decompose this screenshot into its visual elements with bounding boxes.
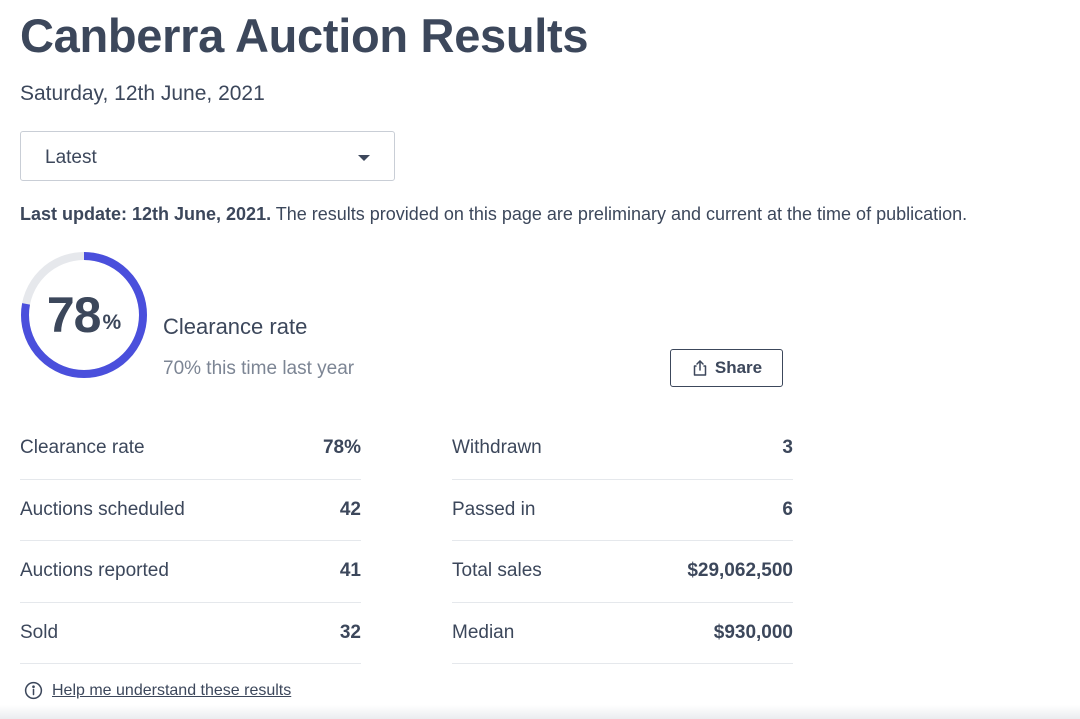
stat-label: Total sales	[452, 560, 542, 582]
stat-value: 32	[339, 621, 361, 643]
last-update-label: Last update: 12th June, 2021.	[20, 204, 272, 224]
clearance-last-year: 70% this time last year	[163, 358, 355, 379]
clearance-ring	[21, 252, 147, 378]
stat-label: Auctions scheduled	[20, 498, 185, 520]
bottom-fade	[0, 705, 1080, 719]
stat-row: Clearance rate 78%	[20, 418, 361, 480]
share-button-label: Share	[714, 358, 763, 377]
stat-row: Auctions scheduled 42	[20, 480, 361, 541]
stat-row: Withdrawn 3	[452, 418, 793, 480]
stat-row: Auctions reported 41	[20, 541, 361, 603]
stat-label: Median	[452, 621, 515, 643]
stat-row: Median $930,000	[452, 603, 793, 664]
stat-value: $29,062,500	[687, 560, 793, 582]
share-icon	[693, 360, 707, 376]
stat-label: Withdrawn	[452, 437, 542, 459]
stats-left-column: Clearance rate 78% Auctions scheduled 42…	[20, 418, 361, 664]
info-icon	[24, 681, 43, 700]
auction-date: Saturday, 12th June, 2021	[20, 82, 265, 105]
stat-label: Auctions reported	[20, 560, 169, 582]
stat-value: 6	[782, 498, 793, 520]
stats-right-column: Withdrawn 3 Passed in 6 Total sales $29,…	[452, 418, 793, 664]
results-period-select[interactable]: Latest	[20, 131, 395, 181]
update-notice-text: The results provided on this page are pr…	[271, 204, 968, 224]
stat-label: Clearance rate	[20, 437, 145, 459]
stat-row: Sold 32	[20, 603, 361, 664]
stat-value: 3	[782, 437, 793, 459]
clearance-ring-progress	[21, 252, 147, 378]
stat-value: 42	[339, 498, 361, 520]
help-link-label: Help me understand these results	[52, 681, 292, 699]
stat-label: Sold	[20, 621, 59, 643]
select-value: Latest	[45, 147, 97, 168]
stat-row: Passed in 6	[452, 480, 793, 541]
chevron-down-icon	[358, 155, 370, 161]
update-notice: Last update: 12th June, 2021. The result…	[20, 204, 967, 225]
stat-value: 41	[339, 560, 361, 582]
help-link[interactable]: Help me understand these results	[24, 681, 291, 700]
stat-value: $930,000	[713, 621, 793, 643]
stat-value: 78%	[322, 437, 361, 459]
share-button[interactable]: Share	[670, 349, 783, 387]
clearance-ring-label: 78%	[20, 251, 148, 379]
stat-row: Total sales $29,062,500	[452, 541, 793, 603]
clearance-percent-sign: %	[102, 311, 122, 334]
stat-label: Passed in	[452, 498, 536, 520]
page-title: Canberra Auction Results	[20, 9, 589, 62]
clearance-rate-value: 78	[46, 287, 102, 343]
clearance-rate-label: Clearance rate	[163, 314, 308, 339]
